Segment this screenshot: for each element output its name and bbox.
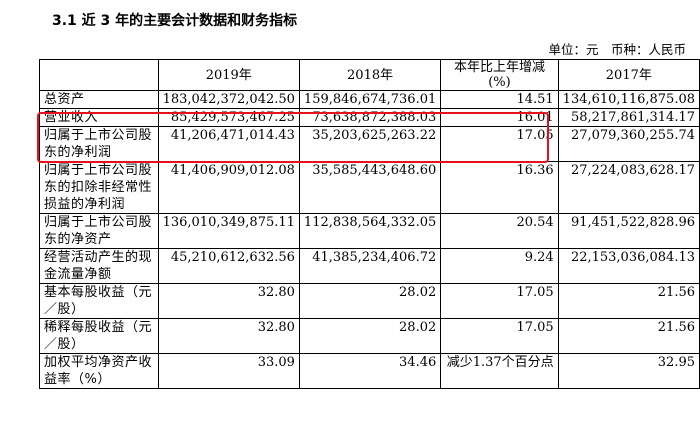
cell-2018: 28.02 [298,283,442,319]
cell-2017: 21.56 [557,283,700,319]
header-change: 本年比上年增减(%) [440,59,559,91]
cell-change: 16.01 [440,108,559,127]
row-label: 归属于上市公司股东的净资产 [39,213,159,249]
row-label: 总资产 [39,90,159,109]
header-2019: 2019年 [157,59,300,91]
row-label: 归属于上市公司股东的净利润 [39,126,159,162]
cell-2019: 41,206,471,014.43 [157,126,300,162]
table-row: 归属于上市公司股东的扣除非经常性损益的净利润 41,406,909,012.08… [39,161,700,214]
cell-2018: 159,846,674,736.01 [298,90,442,109]
header-2017: 2017年 [557,59,700,91]
cell-2018: 34.46 [298,353,442,389]
cell-2019: 41,406,909,012.08 [157,161,300,214]
cell-2018: 35,585,443,648.60 [298,161,442,214]
cell-2018: 28.02 [298,318,442,354]
cell-2017: 134,610,116,875.08 [557,90,700,109]
row-label: 基本每股收益（元／股） [39,283,159,319]
table-row: 总资产 183,042,372,042.50 159,846,674,736.0… [39,90,700,109]
cell-2018: 35,203,625,263.22 [298,126,442,162]
cell-2019: 85,429,573,467.25 [157,108,300,127]
cell-2017: 27,224,083,628.17 [557,161,700,214]
table-row: 经营活动产生的现金流量净额 45,210,612,632.56 41,385,2… [39,248,700,284]
table-row: 归属于上市公司股东的净资产 136,010,349,875.11 112,838… [39,213,700,249]
row-label: 加权平均净资产收益率（%） [39,353,159,389]
row-label: 稀释每股收益（元／股） [39,318,159,354]
header-2018: 2018年 [298,59,442,91]
table-header-row: 2019年 2018年 本年比上年增减(%) 2017年 [39,59,700,91]
unit-currency-line: 单位：元 币种：人民币 [548,42,686,57]
cell-2017: 32.95 [557,353,700,389]
financial-data-table: 2019年 2018年 本年比上年增减(%) 2017年 总资产 183,042… [39,59,700,389]
cell-2018: 112,838,564,332.05 [298,213,442,249]
cell-2017: 27,079,360,255.74 [557,126,700,162]
table-row: 归属于上市公司股东的净利润 41,206,471,014.43 35,203,6… [39,126,700,162]
cell-change: 17.05 [440,283,559,319]
cell-change: 17.05 [440,126,559,162]
row-label: 营业收入 [39,108,159,127]
cell-2019: 136,010,349,875.11 [157,213,300,249]
cell-2018: 41,385,234,406.72 [298,248,442,284]
cell-change: 9.24 [440,248,559,284]
table-row: 稀释每股收益（元／股） 32.80 28.02 17.05 21.56 [39,318,700,354]
cell-2019: 33.09 [157,353,300,389]
cell-change: 16.36 [440,161,559,214]
table-row: 基本每股收益（元／股） 32.80 28.02 17.05 21.56 [39,283,700,319]
cell-change: 17.05 [440,318,559,354]
cell-change: 20.54 [440,213,559,249]
cell-2019: 32.80 [157,318,300,354]
cell-2017: 58,217,861,314.17 [557,108,700,127]
section-title: 3.1 近 3 年的主要会计数据和财务指标 [52,13,298,29]
table-row: 营业收入 85,429,573,467.25 73,638,872,388.03… [39,108,700,127]
cell-2019: 32.80 [157,283,300,319]
cell-2018: 73,638,872,388.03 [298,108,442,127]
cell-2017: 91,451,522,828.96 [557,213,700,249]
cell-2017: 22,153,036,084.13 [557,248,700,284]
row-label: 经营活动产生的现金流量净额 [39,248,159,284]
table-row: 加权平均净资产收益率（%） 33.09 34.46 减少1.37个百分点 32.… [39,353,700,389]
cell-2017: 21.56 [557,318,700,354]
cell-change: 减少1.37个百分点 [440,353,559,389]
cell-2019: 45,210,612,632.56 [157,248,300,284]
row-label: 归属于上市公司股东的扣除非经常性损益的净利润 [39,161,159,214]
cell-change: 14.51 [440,90,559,109]
header-item [39,59,159,91]
cell-2019: 183,042,372,042.50 [157,90,300,109]
